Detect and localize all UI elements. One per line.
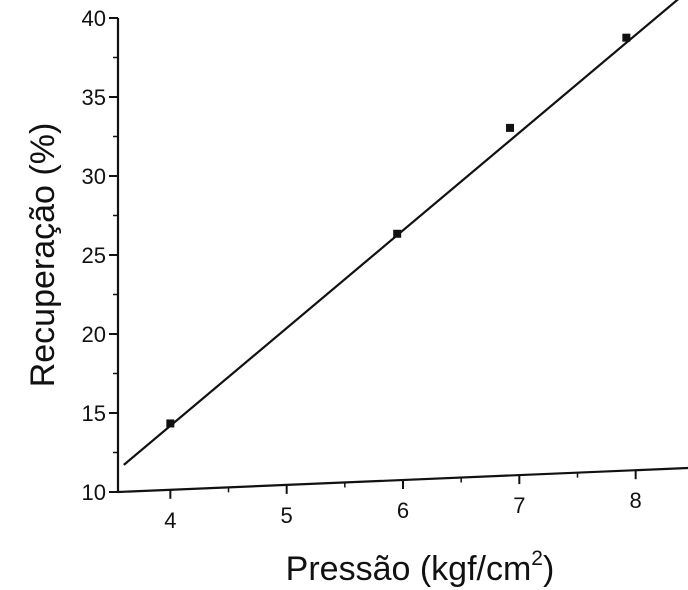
x-axis-title-superscript: 2 <box>531 547 543 570</box>
y-ticks: 10 15 20 25 30 35 40 <box>82 6 118 505</box>
data-point <box>506 123 515 132</box>
y-tick-label: 30 <box>82 164 106 189</box>
data-point <box>622 33 631 42</box>
x-ticks: 4 5 6 7 8 <box>164 470 642 533</box>
x-tick-label: 4 <box>164 508 176 533</box>
plot-area <box>123 0 679 466</box>
y-tick-label: 10 <box>82 480 106 505</box>
x-axis-title-main: Pressão (kgf/cm <box>286 550 532 588</box>
x-tick-label: 5 <box>281 503 293 528</box>
x-axis-title-suffix: ) <box>543 550 554 588</box>
y-tick-label: 15 <box>82 401 106 426</box>
y-tick-label: 35 <box>82 85 106 110</box>
x-tick-label: 6 <box>397 498 409 523</box>
x-axis-title: Pressão (kgf/cm2) <box>286 547 555 588</box>
fit-line <box>123 0 679 466</box>
data-point <box>166 419 175 428</box>
x-tick-label: 8 <box>630 488 642 513</box>
axes <box>116 18 688 494</box>
y-tick-label: 20 <box>82 322 106 347</box>
data-point <box>393 229 402 238</box>
x-tick-label: 7 <box>513 493 525 518</box>
y-axis-title: Recuperação (%) <box>24 123 62 388</box>
y-tick-label: 40 <box>82 6 106 31</box>
y-tick-label: 25 <box>82 243 106 268</box>
